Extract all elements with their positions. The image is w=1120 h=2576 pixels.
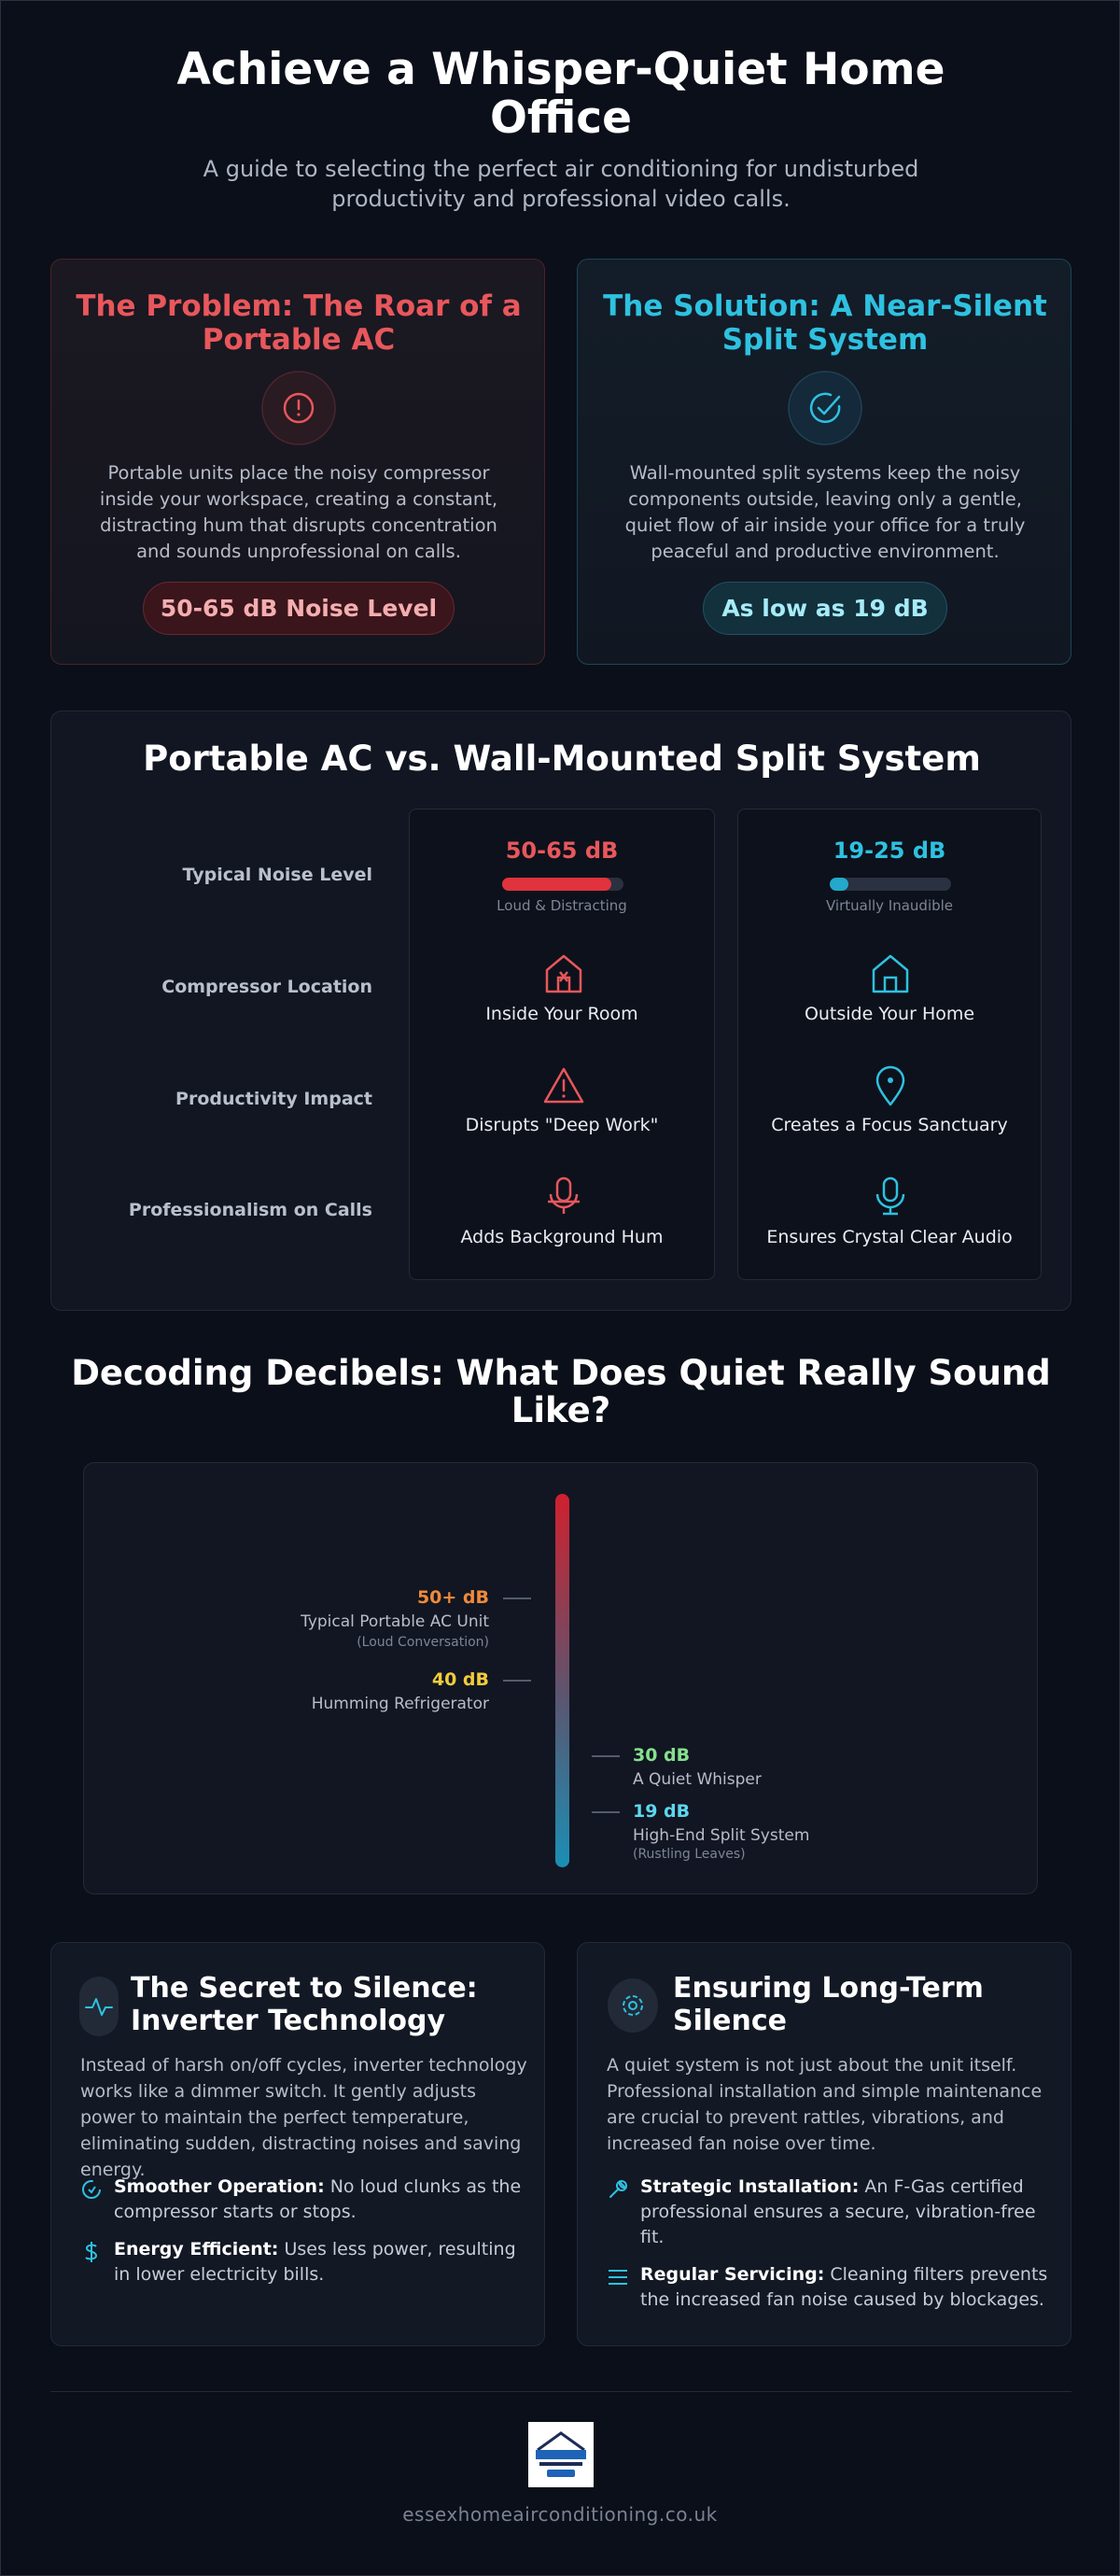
warning-icon	[261, 371, 336, 445]
row-label: Productivity Impact	[175, 1089, 372, 1109]
dollar-icon	[85, 2242, 98, 2262]
row-label: Typical Noise Level	[182, 865, 372, 885]
mic-icon	[875, 1176, 905, 1216]
bullet-text: Energy Efficient: Uses less power, resul…	[114, 2237, 525, 2287]
house-icon	[872, 954, 909, 993]
split-noise: 19-25 dB	[833, 838, 946, 864]
bullet-icon	[82, 2180, 101, 2199]
db-level: 30 dB	[633, 1745, 691, 1766]
split-noise-note: Virtually Inaudible	[825, 897, 954, 914]
pin-icon	[875, 1065, 905, 1106]
bullet-lead: Energy Efficient:	[114, 2239, 279, 2259]
longterm-title: Ensuring Long-Term Silence	[673, 1972, 984, 2037]
inverter-text: Instead of harsh on/off cycles, inverter…	[80, 2055, 527, 2180]
decibels-panel: 50+ dB Typical Portable AC Unit (Loud Co…	[83, 1462, 1038, 1894]
split-location: Outside Your Home	[804, 1004, 975, 1024]
db-label: Humming Refrigerator	[311, 1695, 489, 1713]
filter-icon	[609, 2270, 627, 2285]
check-icon	[788, 371, 862, 445]
logo	[528, 2422, 594, 2487]
portable-noise-note: Loud & Distracting	[497, 897, 627, 914]
db-label: A Quiet Whisper	[633, 1770, 762, 1789]
portable-noise: 50-65 dB	[505, 838, 619, 864]
page-title: Achieve a Whisper-Quiet Home Office	[176, 44, 945, 144]
db-note: (Rustling Leaves)	[633, 1847, 746, 1862]
noise-bar	[502, 878, 623, 891]
solution-text: Wall-mounted split systems keep the nois…	[624, 462, 1026, 562]
bullet-body: An F-Gas certified professional ensures …	[640, 2176, 1036, 2247]
portable-productivity: Disrupts "Deep Work"	[465, 1115, 659, 1135]
bullet-body: Uses less power, resulting in lower elec…	[114, 2239, 516, 2285]
bullet-text: Regular Servicing: Cleaning filters prev…	[640, 2262, 1051, 2313]
solution-card: The Solution: A Near-Silent Split System…	[577, 259, 1071, 665]
decibels-title: Decoding Decibels: What Does Quiet Reall…	[71, 1353, 1051, 1430]
problem-title: The Problem: The Roar of a Portable AC	[76, 289, 522, 357]
comparison-title: Portable AC vs. Wall-Mounted Split Syste…	[143, 739, 981, 779]
problem-card: The Problem: The Roar of a Portable AC P…	[50, 259, 545, 665]
portable-column: 50-65 dB Loud & Distracting Inside Your …	[409, 809, 715, 1280]
longterm-card: Ensuring Long-Term Silence A quiet syste…	[577, 1942, 1071, 2346]
inverter-title: The Secret to Silence: Inverter Technolo…	[131, 1972, 478, 2037]
decibel-scale	[503, 1494, 620, 1867]
pulse-icon	[79, 1977, 119, 2036]
bullet-body: No loud clunks as the compressor starts …	[114, 2176, 522, 2222]
bullet-body: Cleaning filters prevents the increased …	[640, 2264, 1048, 2310]
db-label: Typical Portable AC Unit	[301, 1612, 489, 1631]
footer-url: essexhomeairconditioning.co.uk	[402, 2503, 718, 2526]
db-level: 19 dB	[633, 1801, 691, 1822]
portable-location: Inside Your Room	[485, 1004, 638, 1024]
problem-badge: 50-65 dB Noise Level	[143, 582, 455, 635]
longterm-text: A quiet system is not just about the uni…	[607, 2055, 1043, 2154]
solution-badge: As low as 19 dB	[703, 582, 947, 635]
inverter-card: The Secret to Silence: Inverter Technolo…	[50, 1942, 545, 2346]
db-note: (Loud Conversation)	[357, 1635, 489, 1650]
comparison-section: Portable AC vs. Wall-Mounted Split Syste…	[50, 711, 1071, 1311]
noise-bar	[830, 878, 951, 891]
solution-title: The Solution: A Near-Silent Split System	[603, 289, 1047, 357]
row-label: Compressor Location	[161, 977, 372, 997]
split-column: 19-25 dB Virtually Inaudible Outside You…	[737, 809, 1042, 1280]
split-productivity: Creates a Focus Sanctuary	[771, 1115, 1008, 1135]
db-level: 50+ dB	[416, 1587, 489, 1608]
split-calls: Ensures Crystal Clear Audio	[766, 1227, 1013, 1247]
row-label: Professionalism on Calls	[128, 1200, 372, 1220]
mic-off-icon	[548, 1176, 580, 1214]
bullet-lead: Smoother Operation:	[114, 2176, 325, 2197]
bullet-lead: Regular Servicing:	[640, 2264, 825, 2285]
portable-calls: Adds Background Hum	[460, 1227, 664, 1247]
wrench-icon	[609, 2180, 627, 2198]
bullet-text: Strategic Installation: An F-Gas certifi…	[640, 2175, 1051, 2250]
house-icon	[545, 954, 582, 993]
db-label: High-End Split System	[633, 1826, 810, 1845]
alert-icon	[543, 1067, 584, 1104]
db-level: 40 dB	[431, 1669, 489, 1690]
problem-text: Portable units place the noisy compresso…	[99, 462, 498, 562]
bullet-lead: Strategic Installation:	[640, 2176, 860, 2197]
divider	[50, 2391, 1071, 2392]
bullet-text: Smoother Operation: No loud clunks as th…	[114, 2175, 525, 2225]
page-subtitle: A guide to selecting the perfect air con…	[203, 156, 919, 212]
gear-icon	[608, 1978, 658, 2033]
